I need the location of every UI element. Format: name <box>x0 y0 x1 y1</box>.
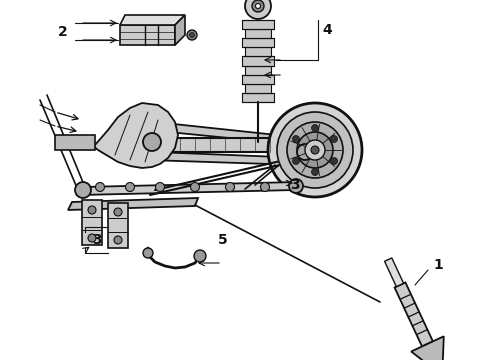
Polygon shape <box>245 66 271 75</box>
Polygon shape <box>245 29 271 38</box>
Polygon shape <box>385 258 404 287</box>
Circle shape <box>287 122 343 178</box>
Polygon shape <box>242 38 274 47</box>
Circle shape <box>297 144 313 160</box>
Polygon shape <box>165 138 295 152</box>
Polygon shape <box>394 283 433 346</box>
Polygon shape <box>68 198 198 210</box>
Polygon shape <box>148 152 305 165</box>
Circle shape <box>187 30 197 40</box>
Circle shape <box>75 182 91 198</box>
Circle shape <box>143 133 161 151</box>
Text: 5: 5 <box>218 233 228 247</box>
Polygon shape <box>82 200 102 245</box>
Polygon shape <box>175 15 185 45</box>
Circle shape <box>305 140 325 160</box>
Polygon shape <box>242 57 274 66</box>
Circle shape <box>312 125 318 131</box>
Circle shape <box>331 158 338 165</box>
Circle shape <box>312 168 318 176</box>
Circle shape <box>255 4 261 9</box>
Circle shape <box>252 0 264 12</box>
Text: 3: 3 <box>290 178 299 192</box>
Polygon shape <box>120 15 185 25</box>
Circle shape <box>261 183 270 192</box>
Circle shape <box>114 208 122 216</box>
Circle shape <box>268 103 362 197</box>
Circle shape <box>245 0 271 19</box>
Circle shape <box>331 135 338 143</box>
Circle shape <box>194 250 206 262</box>
Polygon shape <box>242 75 274 84</box>
Polygon shape <box>411 336 444 360</box>
Polygon shape <box>108 203 128 248</box>
Polygon shape <box>148 122 305 145</box>
Polygon shape <box>80 182 298 195</box>
Polygon shape <box>242 93 274 102</box>
Polygon shape <box>120 25 175 45</box>
Circle shape <box>225 183 235 192</box>
Circle shape <box>88 206 96 214</box>
Circle shape <box>293 158 299 165</box>
Polygon shape <box>55 135 95 150</box>
Circle shape <box>277 112 353 188</box>
Circle shape <box>114 236 122 244</box>
Polygon shape <box>245 84 271 93</box>
Text: 3: 3 <box>92 233 102 247</box>
Circle shape <box>88 234 96 242</box>
Circle shape <box>191 183 199 192</box>
Circle shape <box>311 146 319 154</box>
Circle shape <box>190 32 195 37</box>
Polygon shape <box>242 20 274 29</box>
Polygon shape <box>245 47 271 57</box>
Text: 1: 1 <box>433 258 443 272</box>
Circle shape <box>293 135 299 143</box>
Text: 4: 4 <box>322 23 332 37</box>
Circle shape <box>155 183 165 192</box>
Text: 2: 2 <box>58 25 68 39</box>
Circle shape <box>125 183 134 192</box>
Circle shape <box>143 248 153 258</box>
Circle shape <box>289 179 303 193</box>
Polygon shape <box>92 103 178 168</box>
Circle shape <box>96 183 104 192</box>
Circle shape <box>297 132 333 168</box>
